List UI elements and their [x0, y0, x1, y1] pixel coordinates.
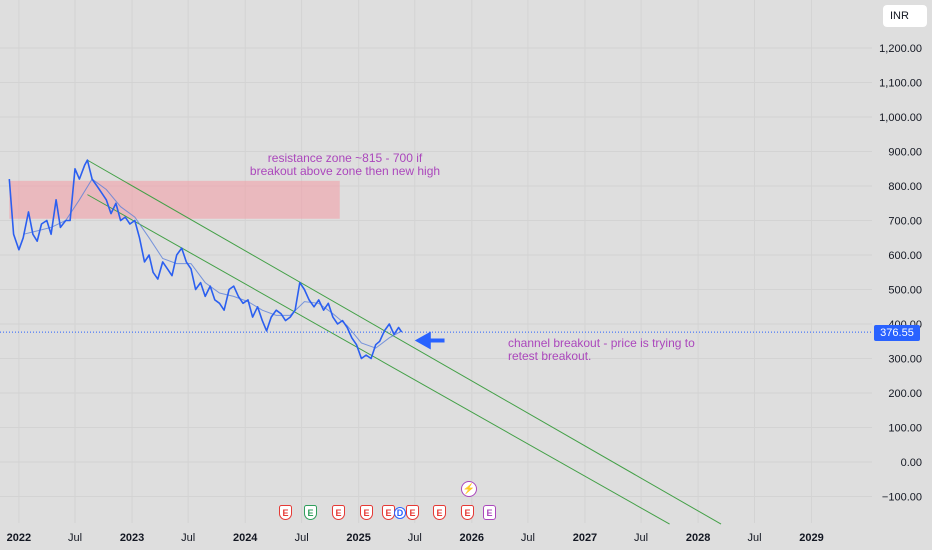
earnings-event-badge[interactable]: E — [304, 505, 317, 520]
resistance-zone-layer — [9, 180, 340, 219]
arrow-head — [414, 331, 431, 350]
y-tick-label: −100.00 — [882, 492, 922, 504]
x-tick-label: Jul — [68, 532, 82, 544]
channel-lines — [87, 159, 722, 525]
resistance-annotation: resistance zone ~815 - 700 if breakout a… — [220, 152, 470, 178]
x-tick-label: 2026 — [460, 532, 484, 544]
x-axis: 2022 Jul 2023 Jul 2024 Jul 2025 Jul 2026 Jul 2027 J… — [7, 532, 824, 544]
moving-average-line — [23, 178, 402, 349]
y-tick-label: 600.00 — [888, 250, 922, 262]
last-price-tag: 376.55 — [874, 325, 920, 341]
x-tick-label: Jul — [181, 532, 195, 544]
x-tick-label: Jul — [408, 532, 422, 544]
x-tick-label: 2028 — [686, 532, 710, 544]
y-tick-label: 0.00 — [901, 457, 922, 469]
channel-annotation-line-1: channel breakout - price is trying to — [508, 336, 695, 350]
dividend-event-badge[interactable]: D — [394, 507, 406, 519]
resistance-zone — [9, 180, 340, 219]
x-tick-label: 2022 — [7, 532, 31, 544]
grid — [0, 0, 872, 523]
y-tick-label: 900.00 — [888, 147, 922, 159]
y-tick-label: 200.00 — [888, 388, 922, 400]
channel-line — [87, 159, 722, 525]
resistance-annotation-line-2: breakout above zone then new high — [249, 164, 441, 178]
y-tick-label: 1,200.00 — [879, 43, 922, 55]
x-tick-label: 2023 — [120, 532, 144, 544]
lightning-icon[interactable]: ⚡ — [461, 481, 477, 497]
y-tick-label: 300.00 — [888, 354, 922, 366]
x-tick-label: 2027 — [573, 532, 597, 544]
earnings-event-badge[interactable]: E — [433, 505, 446, 520]
y-tick-label: 700.00 — [888, 216, 922, 228]
earnings-event-badge[interactable]: E — [461, 505, 474, 520]
channel-annotation: channel breakout - price is trying to re… — [508, 337, 708, 363]
x-tick-label: 2029 — [799, 532, 823, 544]
earnings-event-badge[interactable]: E — [360, 505, 373, 520]
x-tick-label: 2024 — [233, 532, 258, 544]
price-series — [8, 159, 403, 360]
arrow-annotation — [414, 331, 445, 350]
x-tick-label: Jul — [295, 532, 309, 544]
y-tick-label: 500.00 — [888, 285, 922, 297]
upcoming-earnings-badge[interactable]: E — [483, 505, 496, 520]
earnings-event-badge[interactable]: E — [406, 505, 419, 520]
x-tick-label: 2025 — [346, 532, 370, 544]
channel-line — [87, 194, 670, 525]
x-tick-label: Jul — [747, 532, 761, 544]
earnings-event-badge[interactable]: E — [332, 505, 345, 520]
x-tick-label: Jul — [634, 532, 648, 544]
y-tick-label: 1,100.00 — [879, 78, 922, 90]
resistance-annotation-line-1: resistance zone ~815 - 700 if — [267, 151, 423, 165]
y-tick-label: 100.00 — [888, 423, 922, 435]
y-axis: −100.000.00100.00200.00300.00400.00500.0… — [879, 43, 922, 504]
channel-annotation-line-2: retest breakout. — [508, 349, 592, 363]
earnings-event-badge[interactable]: E — [279, 505, 292, 520]
currency-selector[interactable]: INR — [883, 5, 927, 27]
y-tick-label: 1,000.00 — [879, 112, 922, 124]
x-tick-label: Jul — [521, 532, 535, 544]
y-tick-label: 800.00 — [888, 181, 922, 193]
price-line — [8, 159, 403, 360]
